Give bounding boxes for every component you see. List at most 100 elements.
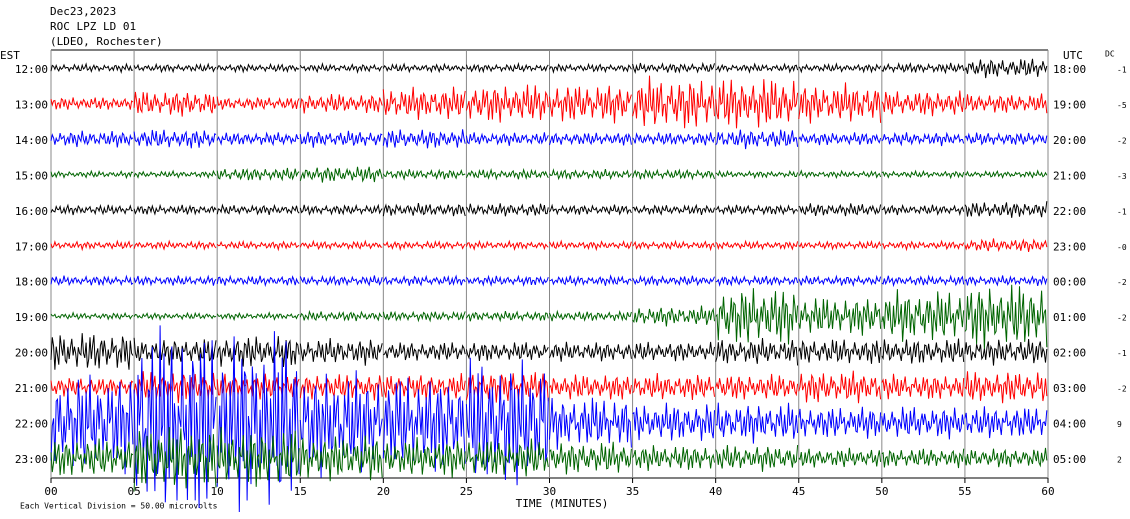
utc-label: 00:00 [1053, 276, 1086, 289]
trace-segment [632, 341, 715, 362]
trace-segment [50, 239, 134, 252]
trace-segment [50, 374, 134, 475]
trace-segment [715, 204, 799, 216]
trace-segment [715, 444, 799, 472]
trace-segment [798, 132, 882, 146]
trace-segment [50, 274, 134, 287]
trace-segment [382, 377, 466, 472]
trace-segment [632, 402, 715, 441]
trace-segment [798, 169, 882, 180]
trace-segment [964, 406, 1048, 439]
trace-segment [632, 445, 715, 472]
trace-segment [299, 337, 383, 366]
trace-segment [964, 58, 1048, 79]
utc-label: 05:00 [1053, 453, 1086, 466]
trace-segment [465, 342, 549, 361]
trace-segment [50, 62, 134, 74]
trace-segment [299, 309, 383, 322]
trace-segment [549, 203, 632, 216]
trace-segment [383, 437, 466, 478]
trace-segment [133, 311, 217, 321]
trace-segment [216, 131, 300, 147]
trace-segment [465, 310, 549, 323]
x-tick-label: 40 [709, 485, 722, 498]
est-label: 20:00 [15, 347, 48, 360]
trace-segment [881, 131, 965, 147]
trace-segment [881, 448, 965, 469]
x-tick-label: 15 [294, 485, 307, 498]
trace-segment [881, 239, 965, 252]
utc-label: 20:00 [1053, 134, 1086, 147]
trace-segment [964, 284, 1048, 350]
trace-segment [549, 239, 632, 252]
trace-segment [881, 203, 965, 217]
trace-segment [549, 441, 632, 475]
dc-value: 2 [1117, 455, 1122, 464]
est-label: 14:00 [15, 134, 48, 147]
trace-segment [299, 130, 383, 148]
trace-segment [216, 203, 300, 216]
trace-segment [549, 274, 632, 287]
trace-segment [549, 62, 632, 75]
est-label: 22:00 [15, 418, 48, 431]
trace-segment [964, 275, 1048, 287]
trace-segment [216, 274, 300, 288]
trace-segment [715, 275, 799, 287]
trace-segment [715, 373, 799, 400]
trace-segment [50, 130, 134, 148]
dc-value: -3 [1117, 172, 1127, 181]
trace-segment [382, 168, 466, 181]
trace-segment [715, 337, 799, 366]
x-tick-label: 50 [875, 485, 888, 498]
trace-segment [465, 239, 549, 251]
x-tick-label: 55 [958, 485, 971, 498]
trace-segment [465, 167, 549, 181]
trace-segment [964, 238, 1048, 253]
trace-segment [964, 338, 1048, 366]
trace-segment [881, 289, 965, 342]
trace-segment [382, 239, 466, 252]
utc-label: 04:00 [1053, 418, 1086, 431]
trace-segment [881, 274, 965, 288]
trace-segment [964, 93, 1048, 114]
trace-segment [299, 94, 383, 114]
trace-segment [632, 203, 715, 216]
trace-segment [798, 406, 882, 439]
trace-segment [798, 62, 882, 74]
est-label: 13:00 [15, 98, 48, 111]
x-tick-label: 35 [626, 485, 639, 498]
trace-segment [216, 96, 300, 111]
trace-segment [50, 169, 134, 180]
trace-segment [133, 203, 217, 216]
trace-segment [382, 129, 466, 149]
trace-segment [549, 397, 632, 450]
trace-segment [549, 132, 632, 146]
est-label: 23:00 [15, 453, 48, 466]
trace-segment [632, 61, 715, 74]
left-axis-label: EST [0, 49, 20, 62]
trace-segment [465, 132, 549, 146]
dc-value: -1 [1117, 207, 1127, 216]
trace-segment [881, 373, 965, 400]
trace-segment [632, 132, 715, 146]
trace-segment [632, 168, 715, 181]
trace-segment [299, 166, 383, 183]
x-tick-label: 20 [377, 485, 390, 498]
trace-segment [133, 274, 217, 287]
trace-segment [632, 239, 715, 252]
trace-segment [383, 342, 466, 361]
trace-segment [881, 338, 965, 364]
trace-segment [216, 311, 300, 322]
trace-segment [465, 61, 549, 74]
est-label: 21:00 [15, 382, 48, 395]
right-axis-label: UTC [1063, 49, 1083, 62]
trace-segment [50, 438, 134, 476]
trace-segment [715, 62, 799, 74]
trace-segment [216, 336, 300, 368]
trace-segment [216, 167, 300, 182]
utc-label: 03:00 [1053, 382, 1086, 395]
trace-segment [549, 309, 632, 322]
dc-value: -5 [1117, 101, 1127, 110]
trace-segment [466, 274, 549, 287]
est-label: 19:00 [15, 311, 48, 324]
